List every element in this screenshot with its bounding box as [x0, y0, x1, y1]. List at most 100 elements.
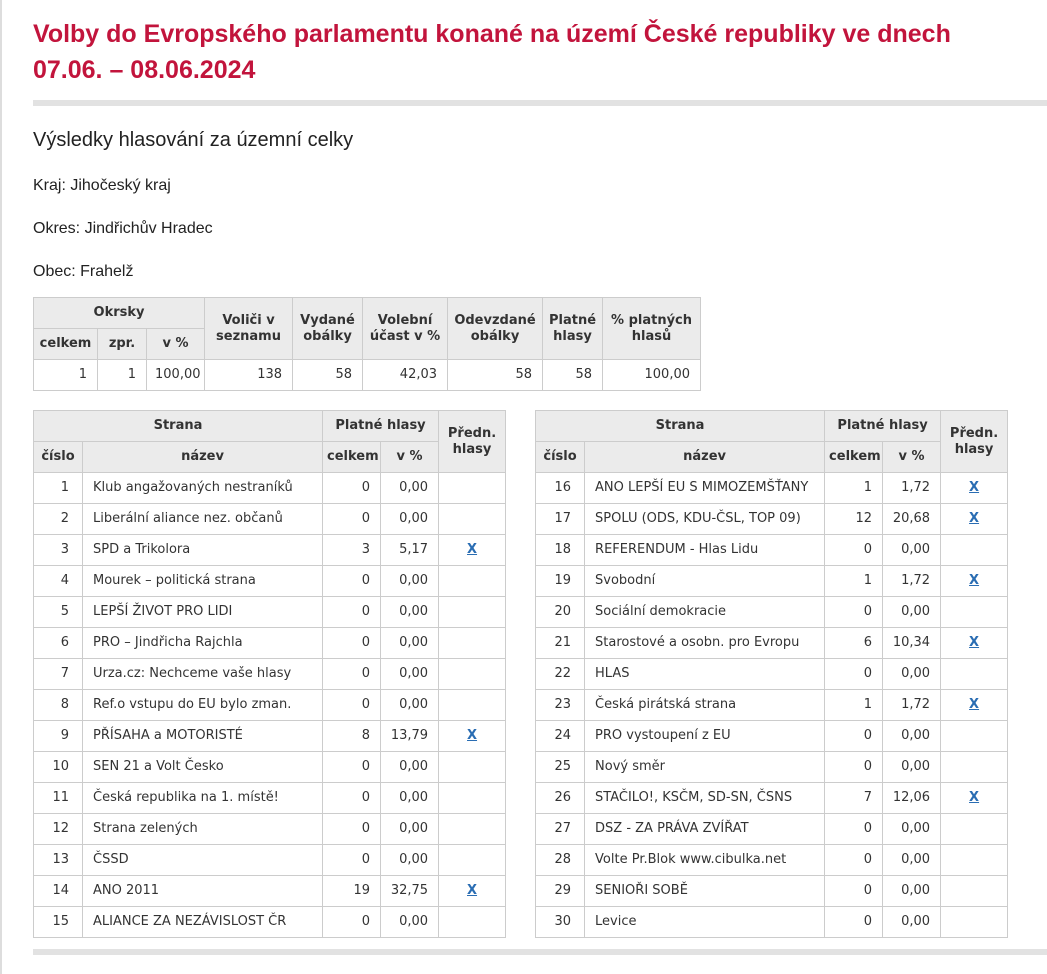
party-row: 22 HLAS 0 0,00: [535, 658, 1009, 690]
pref-votes-link[interactable]: X: [467, 728, 478, 743]
party-row: 26 STAČILO!, KSČM, SD-SN, ČSNS 7 12,06 X: [535, 782, 1009, 814]
party-number-cell: 11: [33, 782, 83, 814]
party-pct-cell: 5,17: [380, 534, 440, 566]
pref-votes-link[interactable]: X: [467, 542, 478, 557]
summary-cell-ucast: 42,03: [362, 359, 449, 391]
party-name-cell: Liberální aliance nez. občanů: [81, 503, 324, 535]
party-name-cell: Česká republika na 1. místě!: [81, 782, 324, 814]
pref-votes-link[interactable]: X: [969, 511, 980, 526]
party-row: 30 Levice 0 0,00: [535, 906, 1009, 938]
header-nazev: název: [81, 441, 324, 473]
party-row: 15 ALIANCE ZA NEZÁVISLOST ČR 0 0,00: [33, 906, 507, 938]
party-row: 18 REFERENDUM - Hlas Lidu 0 0,00: [535, 534, 1009, 566]
party-total-cell: 1: [824, 472, 884, 504]
party-name-cell: Nový směr: [584, 751, 826, 783]
summary-cell-volici: 138: [204, 359, 294, 391]
pref-cell: X: [438, 875, 507, 907]
pref-cell: [438, 813, 507, 845]
party-row: 29 SENIOŘI SOBĚ 0 0,00: [535, 875, 1009, 907]
party-number-cell: 3: [33, 534, 83, 566]
party-total-cell: 0: [322, 751, 382, 783]
header-celkem: celkem: [322, 441, 382, 473]
party-row: 6 PRO – Jindřicha Rajchla 0 0,00: [33, 627, 507, 659]
party-table-right: Strana Platné hlasy Předn. hlasy číslo n…: [535, 410, 1009, 938]
pref-cell: [940, 534, 1009, 566]
pref-cell: [438, 565, 507, 597]
party-row: 8 Ref.o vstupu do EU bylo zman. 0 0,00: [33, 689, 507, 721]
party-pct-cell: 0,00: [882, 844, 942, 876]
pref-cell: X: [940, 503, 1009, 535]
party-name-cell: REFERENDUM - Hlas Lidu: [584, 534, 826, 566]
page-content: Volby do Evropského parlamentu konané na…: [2, 0, 1047, 955]
pref-cell: [940, 720, 1009, 752]
pref-cell: [438, 782, 507, 814]
header-platne-hlasy: Platné hlasy: [824, 410, 942, 442]
party-name-cell: PRO – Jindřicha Rajchla: [81, 627, 324, 659]
party-total-cell: 0: [824, 751, 884, 783]
header-pct-platnych-hlasu: % platných hlasů: [602, 297, 702, 360]
party-name-cell: ČSSD: [81, 844, 324, 876]
party-name-cell: Mourek – politická strana: [81, 565, 324, 597]
party-total-cell: 1: [824, 565, 884, 597]
party-pct-cell: 12,06: [882, 782, 942, 814]
party-name-cell: HLAS: [584, 658, 826, 690]
party-row: 12 Strana zelených 0 0,00: [33, 813, 507, 845]
party-total-cell: 0: [824, 844, 884, 876]
party-pct-cell: 0,00: [380, 906, 440, 938]
party-row: 11 Česká republika na 1. místě! 0 0,00: [33, 782, 507, 814]
pref-cell: [438, 751, 507, 783]
party-name-cell: DSZ - ZA PRÁVA ZVÍŘAT: [584, 813, 826, 845]
party-number-cell: 20: [535, 596, 586, 628]
party-total-cell: 0: [824, 720, 884, 752]
pref-votes-link[interactable]: X: [969, 790, 980, 805]
party-pct-cell: 0,00: [882, 751, 942, 783]
party-number-cell: 1: [33, 472, 83, 504]
party-name-cell: Klub angažovaných nestraníků: [81, 472, 324, 504]
header-okrsky-v-pct: v %: [145, 328, 206, 360]
pref-votes-link[interactable]: X: [969, 573, 980, 588]
pref-votes-link[interactable]: X: [467, 883, 478, 898]
pref-votes-link[interactable]: X: [969, 480, 980, 495]
party-number-cell: 10: [33, 751, 83, 783]
party-name-cell: ALIANCE ZA NEZÁVISLOST ČR: [81, 906, 324, 938]
party-number-cell: 15: [33, 906, 83, 938]
party-total-cell: 0: [824, 596, 884, 628]
party-number-cell: 9: [33, 720, 83, 752]
party-number-cell: 30: [535, 906, 586, 938]
summary-cell-vydane: 58: [292, 359, 364, 391]
pref-votes-link[interactable]: X: [969, 635, 980, 650]
party-name-cell: Starostové a osobn. pro Evropu: [584, 627, 826, 659]
header-vydane-obalky: Vydané obálky: [292, 297, 364, 360]
pref-cell: X: [438, 534, 507, 566]
party-name-cell: Česká pirátská strana: [584, 689, 826, 721]
pref-votes-link[interactable]: X: [969, 697, 980, 712]
party-pct-cell: 13,79: [380, 720, 440, 752]
party-number-cell: 8: [33, 689, 83, 721]
party-number-cell: 4: [33, 565, 83, 597]
party-total-cell: 3: [322, 534, 382, 566]
pref-cell: [438, 906, 507, 938]
pref-cell: X: [438, 720, 507, 752]
okres-line: Okres: Jindřichův Hradec: [33, 220, 213, 237]
party-total-cell: 0: [322, 906, 382, 938]
party-row: 1 Klub angažovaných nestraníků 0 0,00: [33, 472, 507, 504]
party-row: 9 PŘÍSAHA a MOTORISTÉ 8 13,79 X: [33, 720, 507, 752]
party-total-cell: 0: [322, 503, 382, 535]
pref-cell: X: [940, 627, 1009, 659]
party-header-row-2: číslo název celkem v %: [33, 441, 506, 473]
party-pct-cell: 1,72: [882, 689, 942, 721]
party-row: 20 Sociální demokracie 0 0,00: [535, 596, 1009, 628]
header-okrsky-celkem: celkem: [33, 328, 98, 360]
party-total-cell: 0: [824, 658, 884, 690]
header-strana: Strana: [535, 410, 826, 442]
header-v-pct: v %: [882, 441, 942, 473]
party-total-cell: 0: [322, 689, 382, 721]
party-name-cell: SPOLU (ODS, KDU-ČSL, TOP 09): [584, 503, 826, 535]
party-total-cell: 0: [322, 627, 382, 659]
party-pct-cell: 0,00: [882, 906, 942, 938]
header-v-pct: v %: [380, 441, 440, 473]
party-total-cell: 0: [824, 813, 884, 845]
party-pct-cell: 0,00: [380, 813, 440, 845]
party-total-cell: 8: [322, 720, 382, 752]
party-name-cell: Svobodní: [584, 565, 826, 597]
